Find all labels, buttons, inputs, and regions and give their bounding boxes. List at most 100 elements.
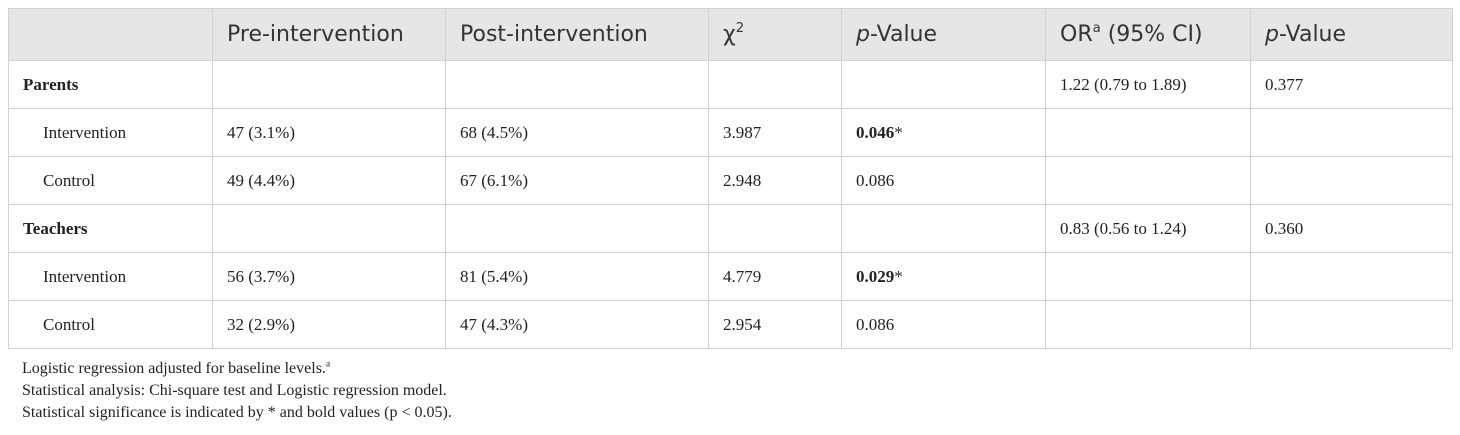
cell — [1250, 252, 1453, 301]
significance-mark: * — [894, 122, 903, 142]
data-row: Intervention 47 (3.1%) 68 (4.5%) 3.987 0.046… — [8, 108, 1453, 157]
cell-text: 3.987 — [723, 122, 762, 142]
cell: Intervention — [8, 108, 213, 157]
cell — [708, 60, 842, 109]
cell-text: 68 (4.5%) — [460, 122, 528, 142]
text: Statistical analysis: Chi-square test an… — [22, 382, 447, 399]
footnote: Statistical significance is indicated by… — [22, 402, 452, 424]
header-cell: χ2 — [708, 8, 842, 61]
cell: 47 (4.3%) — [445, 300, 709, 349]
cell: 81 (5.4%) — [445, 252, 709, 301]
cell — [1045, 156, 1251, 205]
cell: 1.22 (0.79 to 1.89) — [1045, 60, 1251, 109]
cell-text: Control — [43, 314, 95, 334]
cell-text: 1.22 (0.79 to 1.89) — [1060, 74, 1187, 94]
cell — [445, 204, 709, 253]
cell: 32 (2.9%) — [212, 300, 446, 349]
superscript: a — [1092, 20, 1101, 36]
cell — [841, 204, 1046, 253]
data-row: Control 49 (4.4%) 67 (6.1%) 2.948 0.086 — [8, 156, 1453, 205]
cell: 0.029* — [841, 252, 1046, 301]
text: -Value — [869, 22, 938, 47]
cell — [1250, 156, 1453, 205]
text: (95% CI) — [1100, 22, 1203, 47]
header-cell: p-Value — [1250, 8, 1453, 61]
text: Pre-intervention — [227, 22, 404, 47]
significant-value: 0.029 — [856, 266, 895, 286]
footnote: Statistical analysis: Chi-square test an… — [22, 380, 452, 402]
footnote: Logistic regression adjusted for baselin… — [22, 358, 452, 380]
cell: 56 (3.7%) — [212, 252, 446, 301]
cell — [1045, 252, 1251, 301]
cell: Intervention — [8, 252, 213, 301]
cell: 0.377 — [1250, 60, 1453, 109]
data-row: Intervention 56 (3.7%) 81 (5.4%) 4.779 0.029… — [8, 252, 1453, 301]
header-cell: Pre-intervention — [212, 8, 446, 61]
cell-text: 47 (4.3%) — [460, 314, 528, 334]
cell: 2.954 — [708, 300, 842, 349]
significance-mark: * — [894, 266, 903, 286]
header-cell: ORa (95% CI) — [1045, 8, 1251, 61]
cell-text: 49 (4.4%) — [227, 170, 295, 190]
cell: 2.948 — [708, 156, 842, 205]
cell: 67 (6.1%) — [445, 156, 709, 205]
cell: Control — [8, 156, 213, 205]
table-body: Parents 1.22 (0.79 to 1.89) 0.377 Intervent… — [8, 60, 1453, 349]
cell — [1250, 300, 1453, 349]
cell-text: 2.948 — [723, 170, 762, 190]
cell — [445, 60, 709, 109]
cell-text: 67 (6.1%) — [460, 170, 528, 190]
cell: 3.987 — [708, 108, 842, 157]
cell: 0.360 — [1250, 204, 1453, 253]
cell — [212, 60, 446, 109]
cell: Control — [8, 300, 213, 349]
footnotes: Logistic regression adjusted for baselin… — [22, 358, 452, 424]
cell — [1045, 108, 1251, 157]
header-row: Pre-intervention Post-intervention χ2 p-Val… — [8, 8, 1453, 61]
cell-text: 81 (5.4%) — [460, 266, 528, 286]
group-row: Teachers 0.83 (0.56 to 1.24) 0.360 — [8, 204, 1453, 253]
cell: Parents — [8, 60, 213, 109]
cell-text: 32 (2.9%) — [227, 314, 295, 334]
text: Post-intervention — [460, 22, 648, 47]
superscript: 2 — [735, 20, 745, 36]
cell-text: 47 (3.1%) — [227, 122, 295, 142]
cell: 0.086 — [841, 300, 1046, 349]
cell: 0.83 (0.56 to 1.24) — [1045, 204, 1251, 253]
cell-text: 0.360 — [1265, 218, 1304, 238]
superscript: a — [325, 358, 331, 370]
cell-text: 0.377 — [1265, 74, 1304, 94]
cell-text: Teachers — [23, 218, 88, 238]
cell — [1250, 108, 1453, 157]
cell: 0.046* — [841, 108, 1046, 157]
header-cell — [8, 8, 213, 61]
cell-text: 0.83 (0.56 to 1.24) — [1060, 218, 1187, 238]
cell: 49 (4.4%) — [212, 156, 446, 205]
cell-text: 0.086 — [856, 170, 895, 190]
cell-text: Control — [43, 170, 95, 190]
cell-text: Intervention — [43, 122, 127, 142]
significant-value: 0.046 — [856, 122, 895, 142]
cell: 68 (4.5%) — [445, 108, 709, 157]
cell — [841, 60, 1046, 109]
data-row: Control 32 (2.9%) 47 (4.3%) 2.954 0.086 — [8, 300, 1453, 349]
cell — [708, 204, 842, 253]
text: χ — [723, 22, 736, 47]
cell-text: 0.086 — [856, 314, 895, 334]
header-cell: Post-intervention — [445, 8, 709, 61]
cell: 0.086 — [841, 156, 1046, 205]
group-row: Parents 1.22 (0.79 to 1.89) 0.377 — [8, 60, 1453, 109]
cell-text: 4.779 — [723, 266, 762, 286]
cell-text: 2.954 — [723, 314, 762, 334]
cell: 47 (3.1%) — [212, 108, 446, 157]
cell: Teachers — [8, 204, 213, 253]
cell-text: Intervention — [43, 266, 127, 286]
text: p — [1265, 22, 1279, 47]
cell-text: Parents — [23, 74, 79, 94]
cell — [212, 204, 446, 253]
data-table: Pre-intervention Post-intervention χ2 p-Val… — [8, 8, 1453, 349]
text: Statistical significance is indicated by… — [22, 404, 452, 421]
cell: 4.779 — [708, 252, 842, 301]
text: -Value — [1278, 22, 1347, 47]
